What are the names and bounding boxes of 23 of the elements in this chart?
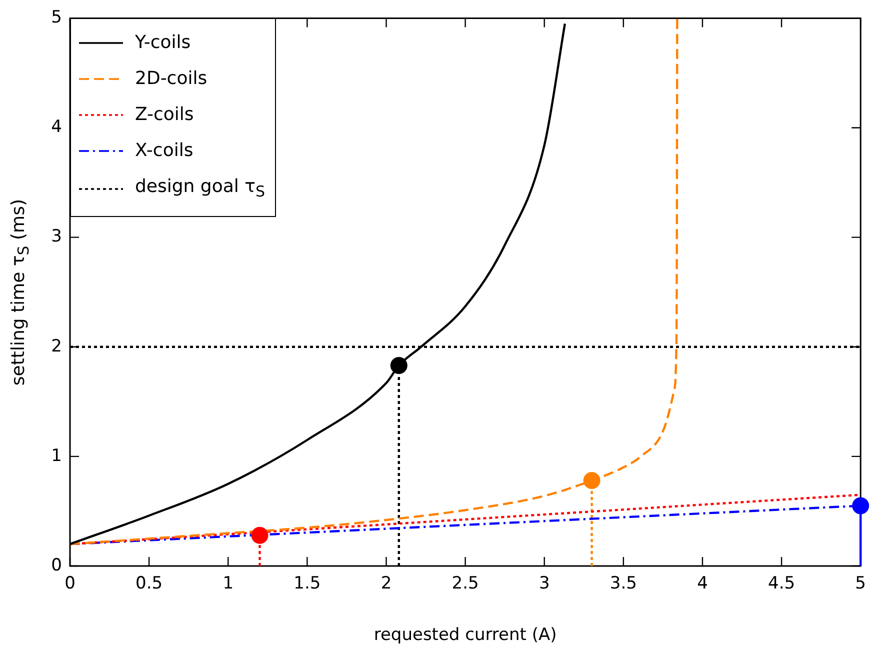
y-tick-label: 3: [51, 226, 62, 247]
x-tick-label: 5: [855, 574, 866, 594]
x-axis-title: requested current (A): [374, 625, 557, 646]
x-tick-label: 3.5: [610, 574, 637, 594]
legend-label: X-coils: [135, 139, 194, 164]
x-tick-label: 2.5: [452, 574, 479, 594]
x-tick-label: 4.5: [768, 574, 796, 594]
x-tick-label: 3: [538, 574, 550, 594]
legend-label: Y-coils: [135, 31, 191, 56]
x-tick-label: 0.5: [136, 574, 163, 594]
y-tick-label: 5: [51, 8, 62, 28]
legend-label: design goal τ$_{S}$: [135, 175, 265, 203]
y-tick-label: 0: [51, 555, 62, 576]
x-tick-label: 1: [222, 574, 234, 594]
x-tick-label: 0: [64, 574, 76, 594]
legend-label: Z-coils: [135, 103, 194, 128]
y-tick-label: 2: [51, 336, 62, 356]
legend-label: 2D-coils: [135, 67, 208, 92]
x-tick-label: 4: [697, 574, 708, 594]
x-tick-label: 1.5: [294, 574, 321, 594]
x-tick-label: 2: [380, 574, 392, 594]
y-tick-label: 1: [51, 446, 62, 466]
y-tick-label: 4: [51, 117, 62, 138]
